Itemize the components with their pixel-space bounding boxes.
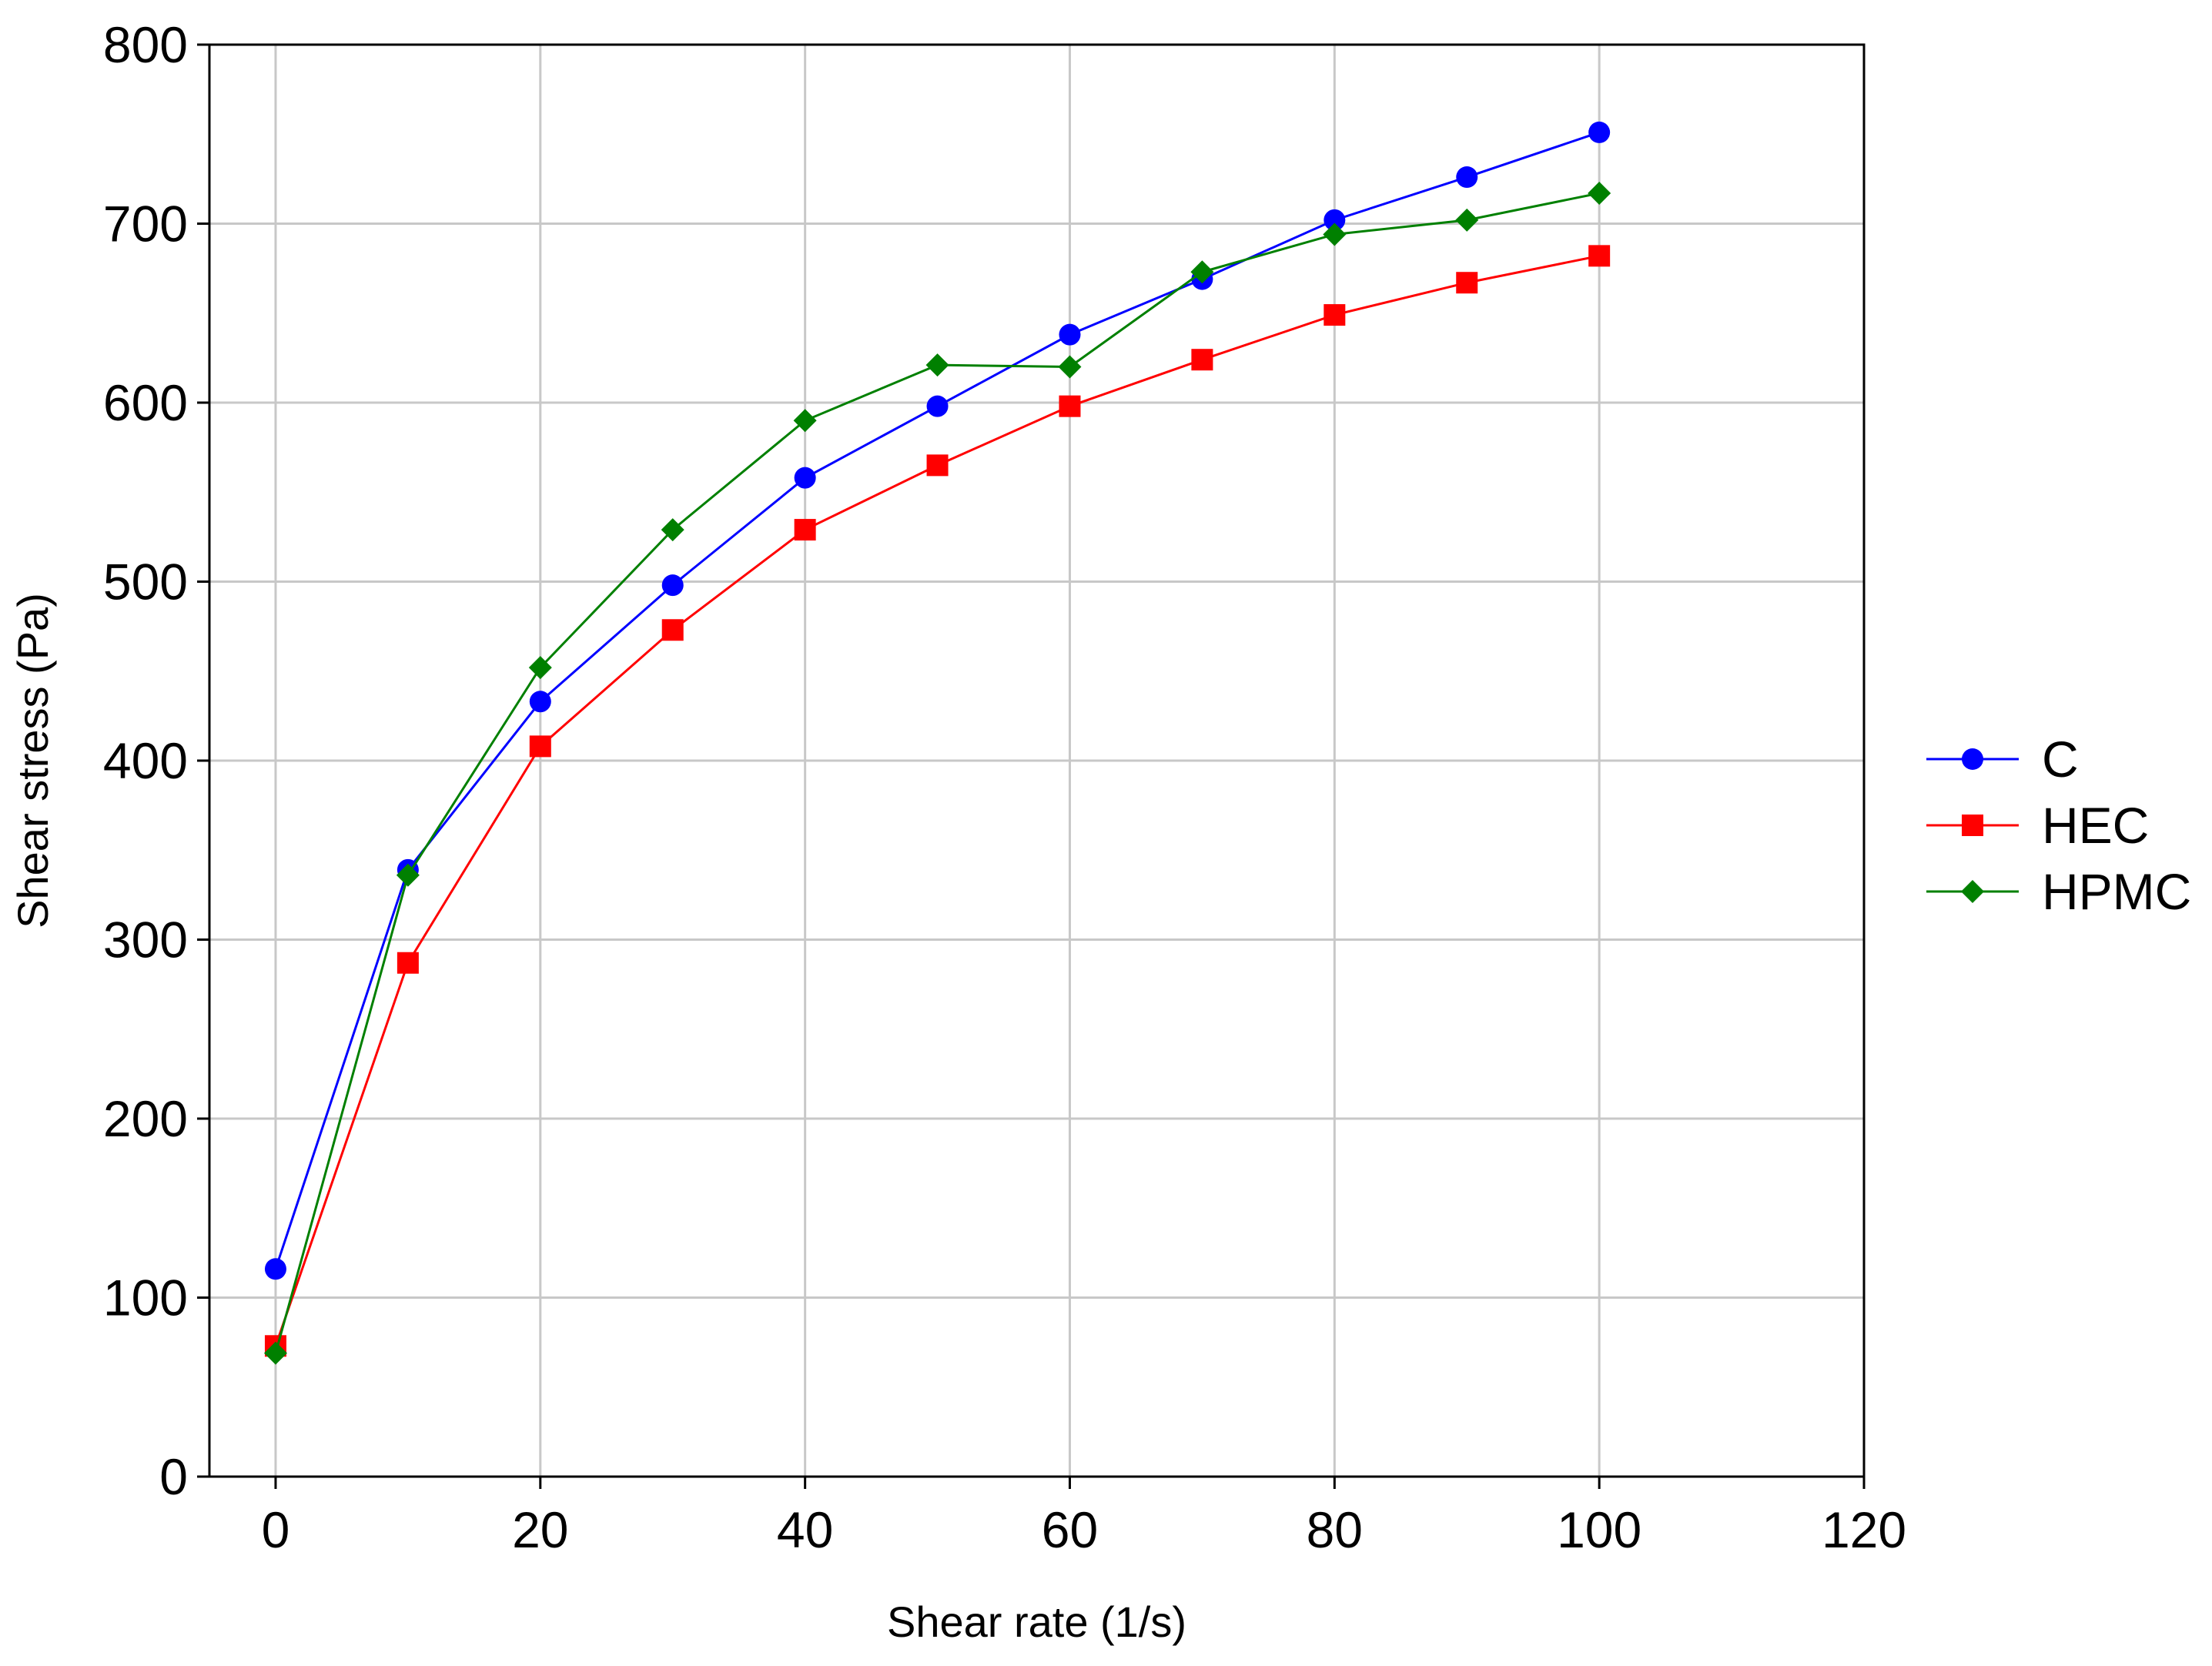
legend-label: HPMC xyxy=(2042,863,2191,920)
legend-marker xyxy=(1962,748,1983,770)
data-point-hpmc xyxy=(1455,208,1479,232)
data-point-hec xyxy=(1191,349,1213,371)
data-point-c xyxy=(529,691,551,713)
series-hpmc xyxy=(263,181,1611,1365)
y-tick-label: 200 xyxy=(103,1090,188,1147)
data-point-hpmc xyxy=(263,1341,287,1365)
legend-label: HEC xyxy=(2042,797,2149,854)
legend-marker xyxy=(1962,815,1983,836)
data-point-hec xyxy=(926,454,949,477)
data-point-hec xyxy=(397,952,419,974)
data-point-hpmc xyxy=(528,656,552,680)
data-point-hpmc xyxy=(1588,181,1611,205)
data-point-c xyxy=(926,395,949,417)
data-point-hpmc xyxy=(1190,260,1214,284)
x-tick-label: 0 xyxy=(262,1501,290,1558)
data-point-hpmc xyxy=(1323,222,1347,246)
data-point-hec xyxy=(794,519,816,541)
series-line-c xyxy=(274,131,1600,1270)
grid-lines xyxy=(209,45,1864,1477)
data-point-c xyxy=(1456,166,1478,189)
data-point-hec xyxy=(1456,272,1478,294)
y-tick-label: 100 xyxy=(103,1270,188,1326)
x-tick-label: 40 xyxy=(777,1501,833,1558)
data-point-hpmc xyxy=(661,518,684,542)
data-point-hpmc xyxy=(793,409,817,433)
axis-ticks: 0 20 40 60 80 100 120 0 100 200 300 400 500 600 700 800 xyxy=(103,16,1906,1558)
series-line-hec xyxy=(274,254,1600,1347)
y-axis-title: Shear stress (Pa) xyxy=(8,593,57,928)
data-point-hpmc xyxy=(925,353,949,377)
y-tick-label: 700 xyxy=(103,196,188,253)
x-tick-label: 120 xyxy=(1822,1501,1906,1558)
y-tick-label: 600 xyxy=(103,374,188,431)
legend-item-hpmc: HPMC xyxy=(1926,863,2191,920)
data-point-c xyxy=(1059,323,1081,346)
data-point-hpmc xyxy=(396,863,420,887)
data-point-hec xyxy=(1588,245,1611,267)
data-point-c xyxy=(1588,121,1611,143)
data-point-hec xyxy=(1324,304,1346,326)
data-point-hec xyxy=(529,735,551,758)
x-axis-title: Shear rate (1/s) xyxy=(887,1597,1186,1646)
series-c xyxy=(264,121,1611,1280)
data-point-c xyxy=(794,467,816,489)
y-tick-label: 500 xyxy=(103,554,188,611)
legend-label: C xyxy=(2042,731,2079,788)
x-tick-label: 20 xyxy=(512,1501,568,1558)
data-point-c xyxy=(264,1258,286,1280)
x-tick-label: 80 xyxy=(1307,1501,1363,1558)
legend-item-c: C xyxy=(1926,731,2079,788)
x-tick-label: 60 xyxy=(1042,1501,1098,1558)
data-point-hec xyxy=(1059,395,1081,417)
legend: C HEC HPMC xyxy=(1926,731,2191,920)
data-point-c xyxy=(1324,209,1346,231)
y-tick-label: 400 xyxy=(103,732,188,789)
y-tick-label: 800 xyxy=(103,16,188,73)
data-point-c xyxy=(661,574,684,597)
x-tick-label: 100 xyxy=(1557,1501,1641,1558)
data-point-hec xyxy=(661,619,684,641)
legend-item-hec: HEC xyxy=(1926,797,2149,854)
y-tick-label: 0 xyxy=(159,1448,188,1505)
series-layer xyxy=(263,121,1611,1365)
legend-marker xyxy=(1961,880,1984,903)
y-tick-label: 300 xyxy=(103,912,188,968)
data-point-hpmc xyxy=(1058,355,1082,379)
